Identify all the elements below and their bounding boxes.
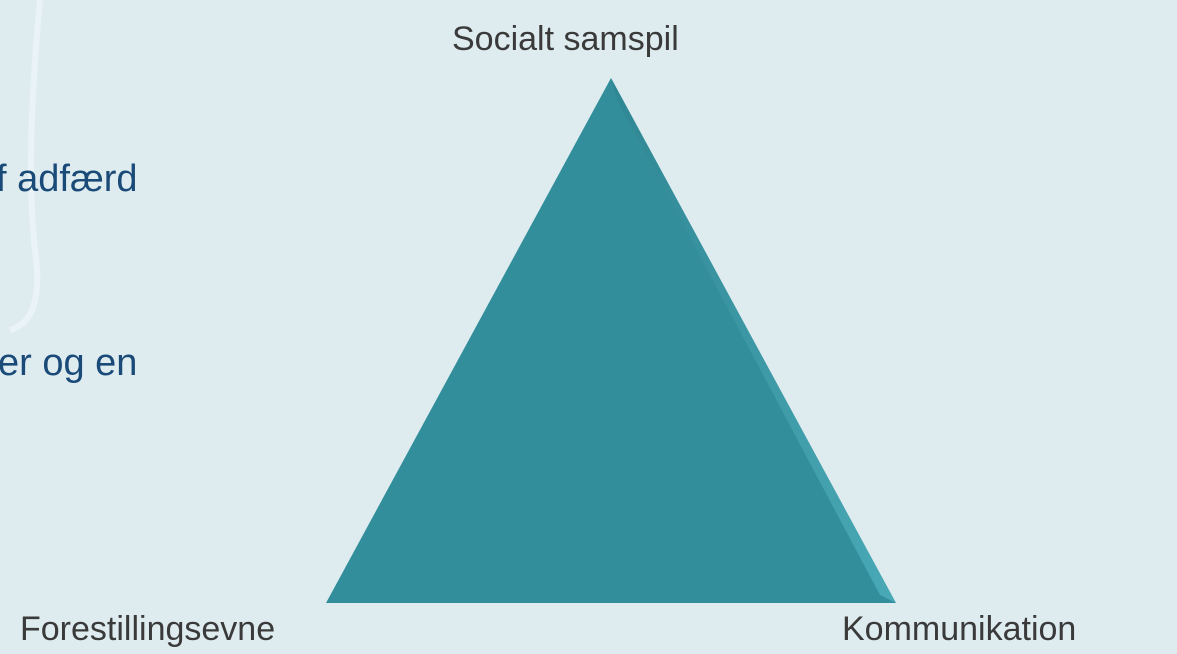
node-label: Kommunikation bbox=[842, 610, 1077, 648]
text-fragment: er og en bbox=[0, 342, 138, 384]
node-label: Socialt samspil bbox=[452, 20, 679, 58]
node-label: Forestillingsevne bbox=[20, 610, 276, 648]
triangle-bevel bbox=[611, 78, 896, 603]
text-fragment: f adfærd bbox=[0, 158, 138, 200]
decor-swirl bbox=[8, 0, 43, 333]
triangle bbox=[326, 78, 896, 603]
